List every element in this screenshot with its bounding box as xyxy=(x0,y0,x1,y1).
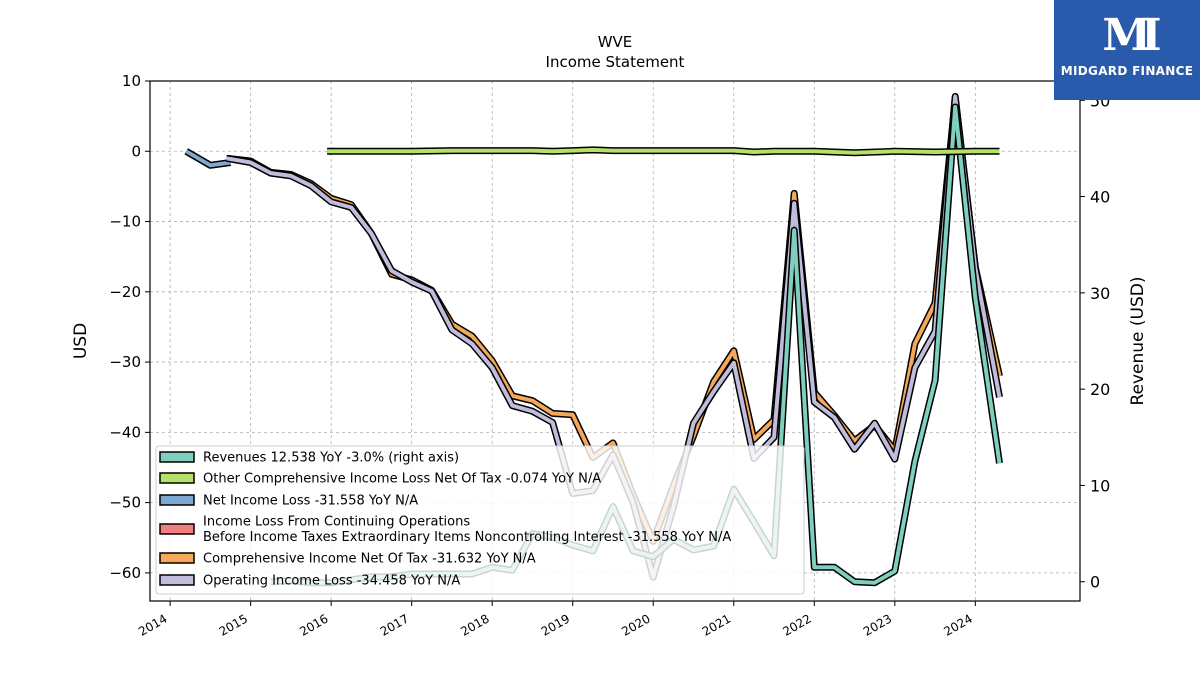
legend-label: Before Income Taxes Extraordinary Items … xyxy=(203,530,731,545)
x-tick-label: 2016 xyxy=(297,611,330,638)
y-tick-label-right: 20 xyxy=(1090,380,1110,399)
plot-frame xyxy=(149,80,1081,602)
legend-swatch xyxy=(159,552,195,564)
legend-swatch xyxy=(159,451,195,463)
x-tick-label: 2021 xyxy=(700,611,733,638)
y-tick-label-left: −50 xyxy=(109,494,141,512)
legend-label: Operating Income Loss -34.458 YoY N/A xyxy=(203,574,460,589)
y-axis-left: 10 0 −10 −20 −30 −40 −50 −60 xyxy=(109,72,150,582)
y-tick-label-right: 40 xyxy=(1090,188,1110,207)
legend-label: Revenues 12.538 YoY -3.0% (right axis) xyxy=(203,451,459,466)
legend-swatch xyxy=(159,494,195,506)
legend-label: Income Loss From Continuing Operations xyxy=(203,515,470,530)
x-tick-label: 2019 xyxy=(539,611,572,638)
legend-swatch xyxy=(159,472,195,484)
y-tick-label-left: −20 xyxy=(109,283,141,301)
legend-swatch xyxy=(159,523,195,535)
legend-swatch xyxy=(159,574,195,586)
x-tick-label: 2020 xyxy=(619,611,652,638)
legend: Revenues 12.538 YoY -3.0% (right axis) Ot… xyxy=(155,445,805,595)
series-line xyxy=(327,147,1000,155)
y-tick-label-right: 0 xyxy=(1090,573,1100,592)
y-tick-label-left: −40 xyxy=(109,423,141,441)
chart-subtitle: Income Statement xyxy=(546,53,685,71)
y-tick-label-left: 0 xyxy=(131,142,141,160)
y-tick-label-left: −10 xyxy=(109,213,141,231)
series-other-comprehensive-income-loss-net-of-t xyxy=(327,146,1000,157)
y-tick-label-left: −60 xyxy=(109,564,141,582)
x-tick-label: 2015 xyxy=(217,611,250,638)
y-tick-label-left: 10 xyxy=(122,72,141,90)
x-tick-label: 2017 xyxy=(378,611,411,638)
series-line xyxy=(185,149,231,168)
x-axis: 2014 2015 2016 2017 2018 2019 2020 2021 2022 2023… xyxy=(136,601,976,639)
x-tick-label: 2024 xyxy=(941,611,974,638)
x-tick-label: 2023 xyxy=(861,611,894,638)
legend-label: Other Comprehensive Income Loss Net Of T… xyxy=(203,472,601,487)
legend-label: Net Income Loss -31.558 YoY N/A xyxy=(203,494,418,509)
logo-mark-icon: MI xyxy=(1102,10,1161,61)
y-axis-label-left: USD xyxy=(71,323,91,359)
y-tick-label-right: 30 xyxy=(1090,284,1110,303)
series-net-income-loss xyxy=(184,148,231,169)
midgard-finance-logo: MI MIDGARD FINANCE xyxy=(1054,0,1200,100)
y-axis-label-right: Revenue (USD) xyxy=(1128,276,1148,405)
logo-brand-text: MIDGARD FINANCE xyxy=(1060,64,1194,78)
y-tick-label-right: 10 xyxy=(1090,476,1110,495)
x-tick-label: 2022 xyxy=(780,611,813,638)
y-tick-label-left: −30 xyxy=(109,353,141,371)
chart-title: WVE xyxy=(598,33,633,51)
x-tick-label: 2018 xyxy=(458,611,491,638)
x-tick-label: 2014 xyxy=(136,611,169,638)
legend-box xyxy=(155,445,805,595)
legend-label: Comprehensive Income Net Of Tax -31.632 … xyxy=(203,552,536,567)
